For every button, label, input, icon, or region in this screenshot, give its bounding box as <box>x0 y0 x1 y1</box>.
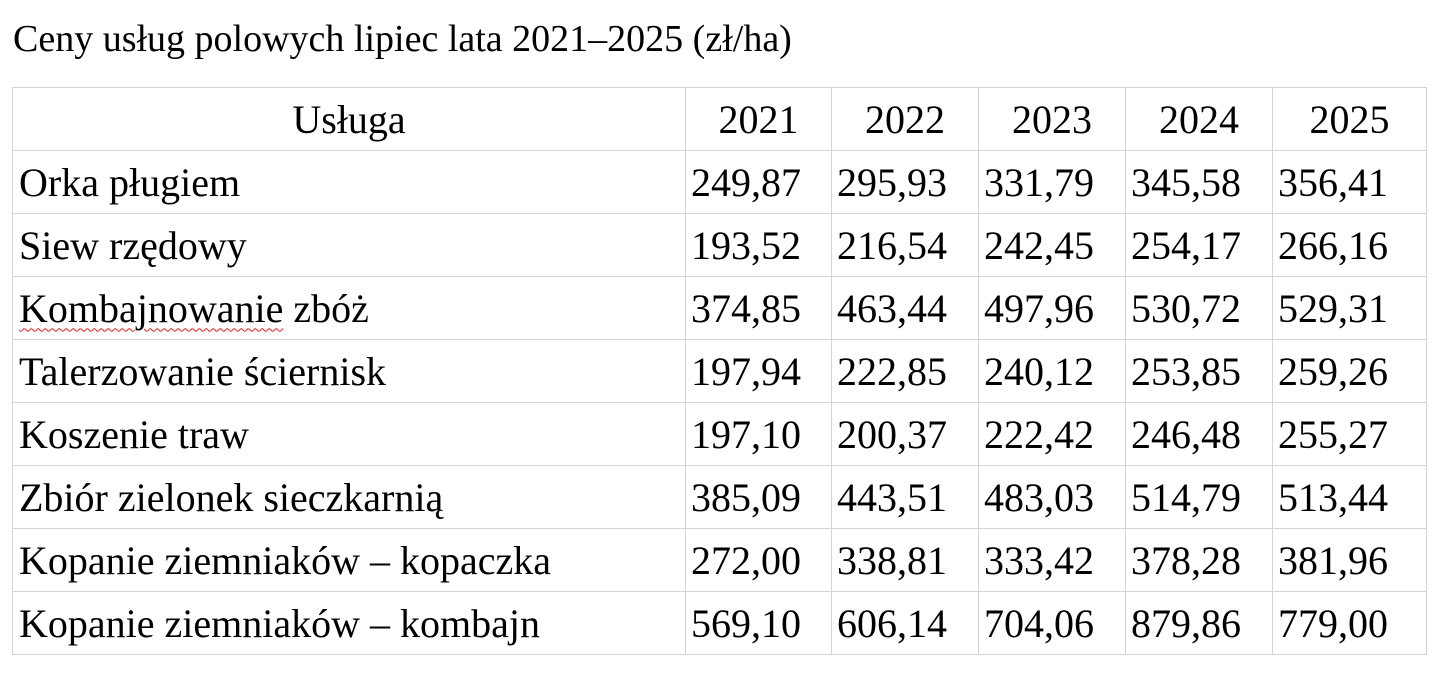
price-cell: 514,79 <box>1125 465 1273 529</box>
price-cell: 345,58 <box>1125 150 1273 214</box>
header-year: 2025 <box>1272 87 1427 151</box>
price-cell: 240,12 <box>978 339 1126 403</box>
price-cell: 606,14 <box>831 591 979 655</box>
table-row: Kombajnowanie zbóż 374,85 463,44 497,96 530,… <box>12 276 1427 340</box>
prices-table: Usługa 2021 2022 2023 2024 2025 Orka płu… <box>12 87 1427 655</box>
price-cell: 333,42 <box>978 528 1126 592</box>
table-row: Koszenie traw 197,10 200,37 222,42 246,48 255… <box>12 402 1427 466</box>
price-cell: 463,44 <box>831 276 979 340</box>
price-cell: 356,41 <box>1272 150 1427 214</box>
price-cell: 253,85 <box>1125 339 1273 403</box>
price-cell: 254,17 <box>1125 213 1273 277</box>
price-cell: 295,93 <box>831 150 979 214</box>
service-name: Orka pługiem <box>12 150 686 214</box>
service-name: Talerzowanie ściernisk <box>12 339 686 403</box>
header-year: 2023 <box>978 87 1126 151</box>
price-cell: 331,79 <box>978 150 1126 214</box>
price-cell: 779,00 <box>1272 591 1427 655</box>
price-cell: 569,10 <box>685 591 832 655</box>
service-name: Siew rzędowy <box>12 213 686 277</box>
price-cell: 704,06 <box>978 591 1126 655</box>
price-cell: 529,31 <box>1272 276 1427 340</box>
price-cell: 246,48 <box>1125 402 1273 466</box>
price-cell: 530,72 <box>1125 276 1273 340</box>
header-year: 2022 <box>831 87 979 151</box>
price-cell: 497,96 <box>978 276 1126 340</box>
service-name: Kopanie ziemniaków – kombajn <box>12 591 686 655</box>
price-cell: 242,45 <box>978 213 1126 277</box>
price-cell: 197,94 <box>685 339 832 403</box>
price-cell: 483,03 <box>978 465 1126 529</box>
price-cell: 249,87 <box>685 150 832 214</box>
header-row: Usługa 2021 2022 2023 2024 2025 <box>12 87 1427 151</box>
price-cell: 385,09 <box>685 465 832 529</box>
price-cell: 374,85 <box>685 276 832 340</box>
price-cell: 338,81 <box>831 528 979 592</box>
service-name: Zbiór zielonek sieczkarnią <box>12 465 686 529</box>
price-cell: 378,28 <box>1125 528 1273 592</box>
service-name-rest: zbóż <box>283 285 369 331</box>
header-year: 2024 <box>1125 87 1273 151</box>
price-cell: 259,26 <box>1272 339 1427 403</box>
price-cell: 381,96 <box>1272 528 1427 592</box>
table-row: Siew rzędowy 193,52 216,54 242,45 254,17 266,… <box>12 213 1427 277</box>
service-name: Kopanie ziemniaków – kopaczka <box>12 528 686 592</box>
price-cell: 513,44 <box>1272 465 1427 529</box>
header-service: Usługa <box>12 87 686 151</box>
price-cell: 222,85 <box>831 339 979 403</box>
price-cell: 222,42 <box>978 402 1126 466</box>
table-row: Kopanie ziemniaków – kopaczka 272,00 338,8… <box>12 528 1427 592</box>
service-name: Kombajnowanie zbóż <box>12 276 686 340</box>
table-row: Orka pługiem 249,87 295,93 331,79 345,58 356,… <box>12 150 1427 214</box>
service-name: Koszenie traw <box>12 402 686 466</box>
price-cell: 879,86 <box>1125 591 1273 655</box>
price-cell: 255,27 <box>1272 402 1427 466</box>
price-cell: 197,10 <box>685 402 832 466</box>
price-cell: 443,51 <box>831 465 979 529</box>
header-year: 2021 <box>685 87 832 151</box>
price-cell: 266,16 <box>1272 213 1427 277</box>
price-cell: 216,54 <box>831 213 979 277</box>
price-cell: 272,00 <box>685 528 832 592</box>
table-row: Zbiór zielonek sieczkarnią 385,09 443,51 48… <box>12 465 1427 529</box>
table-row: Talerzowanie ściernisk 197,94 222,85 240,12… <box>12 339 1427 403</box>
price-cell: 193,52 <box>685 213 832 277</box>
spellcheck-word: Kombajnowanie <box>19 285 284 331</box>
document-title: Ceny usług polowych lipiec lata 2021–202… <box>13 18 792 60</box>
price-cell: 200,37 <box>831 402 979 466</box>
table-row: Kopanie ziemniaków – kombajn 569,10 606,14… <box>12 591 1427 655</box>
